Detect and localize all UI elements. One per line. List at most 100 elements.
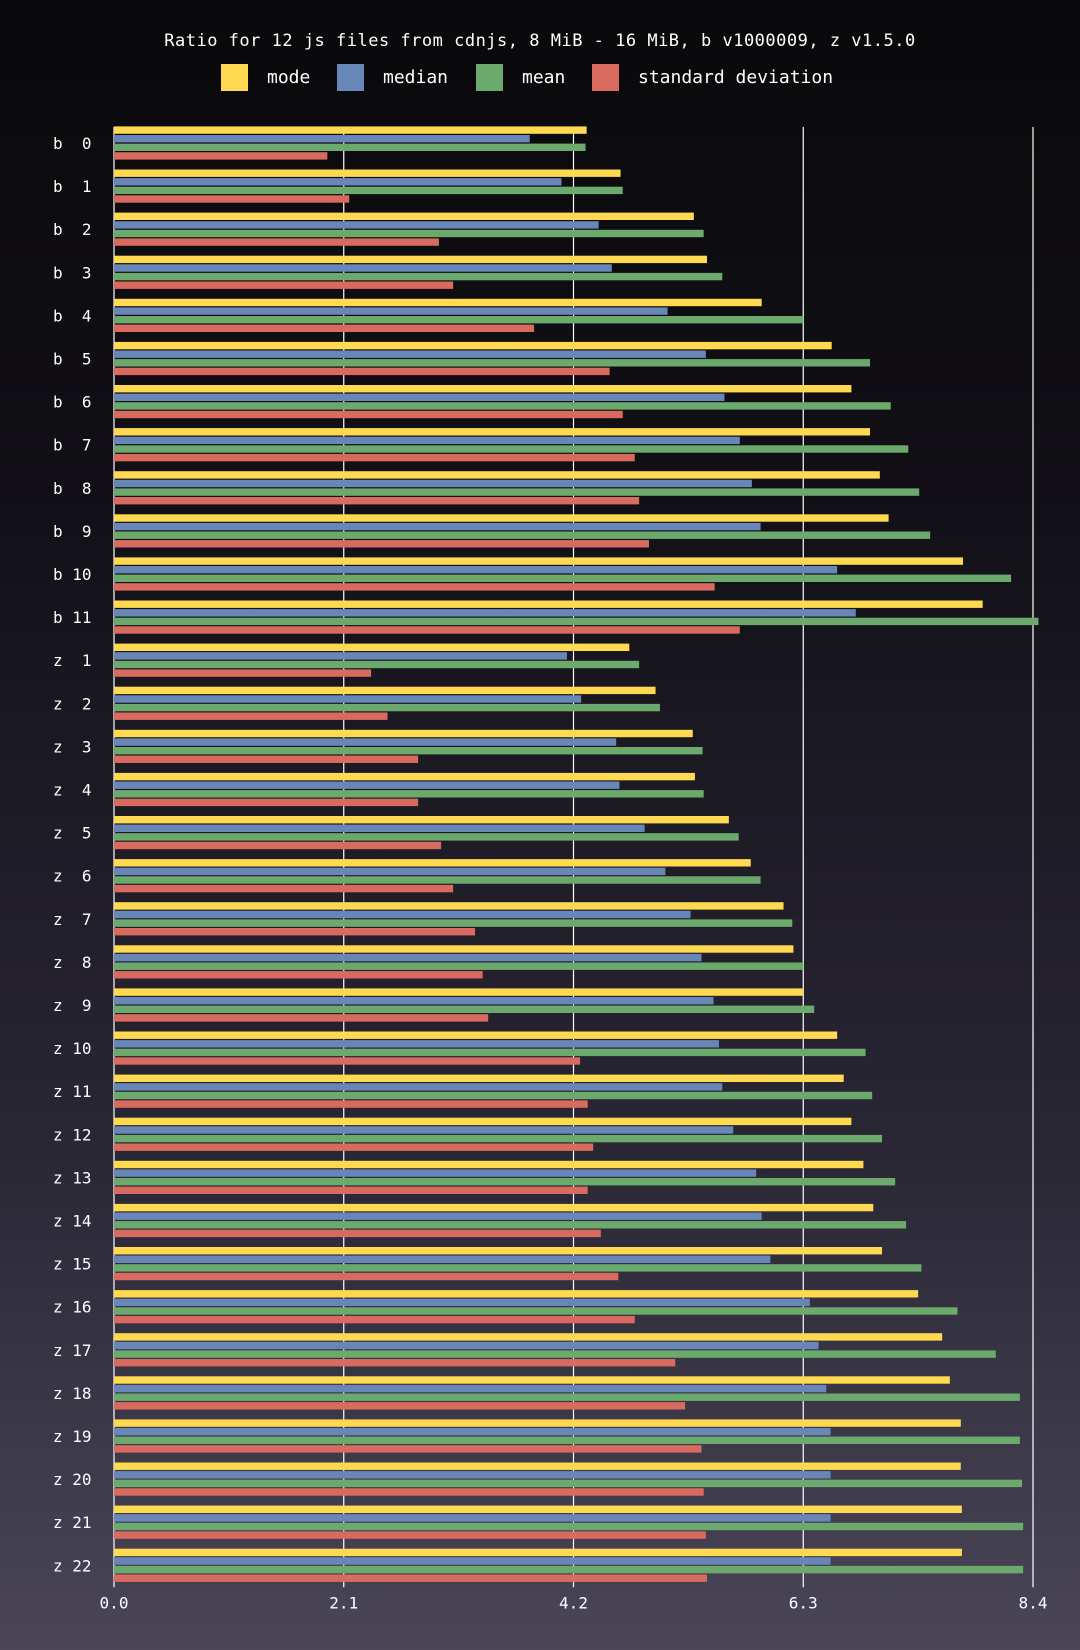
category-label: z 19: [53, 1427, 92, 1446]
bar-standard-deviation: [114, 971, 483, 979]
bar-standard-deviation: [114, 540, 649, 548]
category-label: z 22: [53, 1556, 92, 1575]
bar-standard-deviation: [114, 367, 610, 376]
bar-mean: [114, 229, 704, 238]
bar-standard-deviation: [114, 497, 640, 505]
category-label: z 15: [53, 1255, 92, 1274]
bar-mean: [114, 272, 723, 281]
category-label: z 13: [53, 1168, 92, 1187]
bar-median: [114, 221, 599, 229]
legend: mode median mean standard deviation: [221, 64, 833, 91]
bar-standard-deviation: [114, 324, 535, 332]
bar-mode: [114, 1247, 883, 1255]
category-label: b 5: [53, 350, 92, 369]
category-label: b 0: [53, 134, 92, 153]
bar-standard-deviation: [114, 1359, 676, 1367]
bar-standard-deviation: [114, 583, 715, 591]
bar-median: [114, 652, 567, 660]
bar-standard-deviation: [114, 1229, 601, 1238]
bar-mean: [114, 1134, 883, 1143]
bar-mode: [114, 772, 695, 781]
bar-mean: [114, 488, 920, 496]
bar-standard-deviation: [114, 1272, 619, 1281]
bar-median: [114, 393, 725, 401]
bar-standard-deviation: [114, 626, 740, 634]
bar-mean: [114, 531, 931, 539]
bar-mode: [114, 341, 832, 350]
bar-mean: [114, 1479, 1023, 1488]
category-label: z 3: [53, 737, 92, 756]
legend-label: median: [383, 67, 448, 88]
bar-median: [114, 1428, 831, 1436]
legend-label: standard deviation: [638, 67, 833, 88]
category-label: z 16: [53, 1298, 92, 1317]
bar-median: [114, 566, 838, 574]
bar-mode: [114, 212, 694, 220]
bar-mode: [114, 1160, 864, 1169]
bar-mean: [114, 1264, 922, 1272]
category-label: z 14: [53, 1212, 92, 1231]
bar-mean: [114, 574, 1012, 582]
bar-mean: [114, 186, 623, 195]
bar-median: [114, 135, 530, 143]
bar-mode: [114, 428, 870, 436]
bar-median: [114, 1557, 831, 1565]
bar-median: [114, 1514, 831, 1522]
bar-mean: [114, 359, 870, 367]
x-tick-label: 6.3: [789, 1593, 818, 1612]
bar-mean: [114, 1091, 873, 1100]
legend-label: mean: [522, 67, 565, 88]
bar-mode: [114, 1462, 961, 1470]
bar-mode: [114, 255, 707, 264]
chart-title: Ratio for 12 js files from cdnjs, 8 MiB …: [164, 31, 915, 51]
bar-mode: [114, 471, 880, 479]
bar-standard-deviation: [114, 841, 442, 850]
bar-mean: [114, 747, 703, 755]
bar-median: [114, 867, 666, 876]
category-labels: b 0 b 1 b 2 b 3 b 4 b 5 b 6 b 7 b 8 b 9 b 10 b 11 z …: [53, 134, 92, 1575]
bar-mode: [114, 988, 804, 996]
bar-median: [114, 695, 582, 703]
bar-mean: [114, 1565, 1024, 1574]
bar-mean: [114, 1048, 866, 1057]
category-label: z 18: [53, 1384, 92, 1403]
bar-mode: [114, 1117, 852, 1126]
bar-median: [114, 1341, 819, 1350]
bar-mode: [114, 600, 983, 608]
bar-median: [114, 953, 702, 962]
bar-standard-deviation: [114, 1143, 594, 1151]
legend-label: mode: [267, 67, 310, 88]
bar-mode: [114, 643, 630, 651]
bar-mode: [114, 1548, 962, 1557]
bar-mode: [114, 557, 963, 565]
bar-mean: [114, 1307, 958, 1315]
category-label: z 8: [53, 953, 92, 972]
bar-median: [114, 1471, 831, 1479]
bar-standard-deviation: [114, 798, 419, 807]
category-label: z 7: [53, 910, 92, 929]
bar-mode: [114, 1376, 950, 1384]
bar-standard-deviation: [114, 195, 350, 203]
bar-median: [114, 1040, 720, 1048]
bar-median: [114, 1212, 762, 1220]
bar-mean: [114, 402, 891, 410]
bar-standard-deviation: [114, 712, 388, 720]
bar-mode: [114, 729, 693, 738]
bar-median: [114, 824, 645, 832]
bar-mean: [114, 1522, 1024, 1531]
bar-mode: [114, 1031, 838, 1039]
category-label: z 4: [53, 781, 92, 800]
bar-median: [114, 781, 620, 789]
bar-median: [114, 178, 562, 186]
category-label: z 6: [53, 867, 92, 886]
bar-mode: [114, 902, 784, 910]
bar-standard-deviation: [114, 1402, 686, 1410]
bar-median: [114, 997, 714, 1005]
bar-median: [114, 350, 706, 358]
bar-mean: [114, 1436, 1020, 1444]
bar-standard-deviation: [114, 1057, 581, 1065]
legend-swatch: [592, 64, 619, 91]
bar-standard-deviation: [114, 928, 476, 936]
bar-standard-deviation: [114, 669, 372, 677]
